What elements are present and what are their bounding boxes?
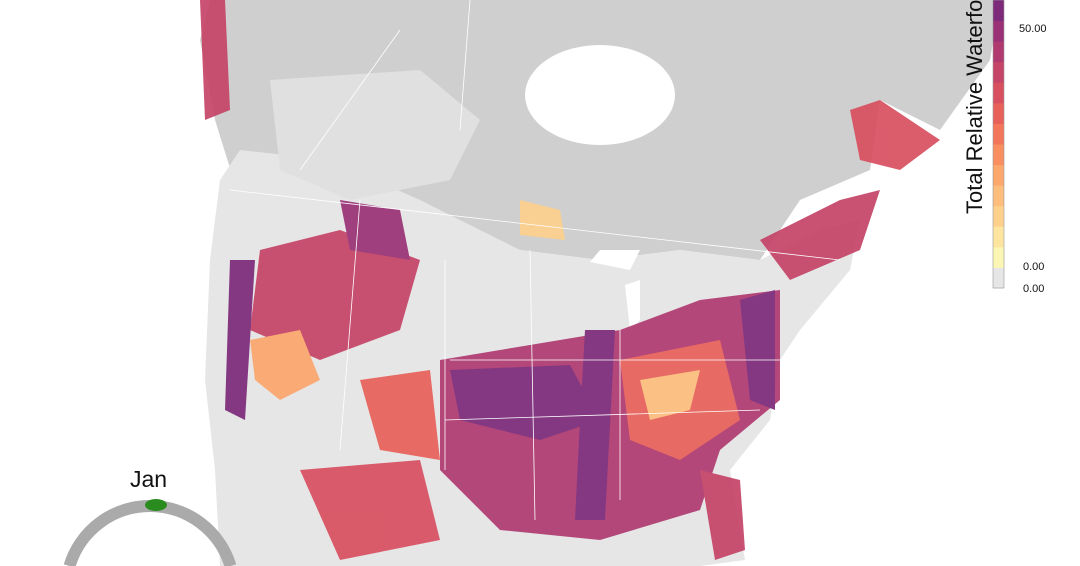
- colorbar-step: [993, 41, 1004, 63]
- state-borders: [229, 0, 841, 521]
- colorbar-step: [993, 205, 1004, 227]
- hudson-bay: [525, 45, 675, 145]
- legend-tick-zero: 0.00: [1023, 283, 1045, 295]
- colorbar-step: [993, 123, 1004, 145]
- colorbar-step: [993, 267, 1004, 289]
- colorbar-step: [993, 164, 1004, 186]
- legend-title: Total Relative Waterfo: [962, 0, 987, 214]
- colorbar-step: [993, 20, 1004, 42]
- season-dial: [63, 499, 237, 566]
- colorbar-step: [993, 226, 1004, 248]
- colorbar-step: [993, 246, 1004, 268]
- colorbar-step: [993, 82, 1004, 104]
- colorbar-step: [993, 185, 1004, 207]
- legend-colorbar: [992, 0, 1005, 289]
- legend-tick-max: 50.00: [1019, 23, 1047, 35]
- season-marker: [145, 499, 167, 511]
- season-dial-track: [63, 500, 237, 566]
- great-lakes: [590, 250, 640, 330]
- colorbar-step: [993, 0, 1004, 22]
- legend-tick-low: 0.00: [1023, 261, 1045, 273]
- colorbar-step: [993, 61, 1004, 83]
- season-month-label: Jan: [130, 466, 168, 492]
- colorbar-outline: [992, 0, 1005, 289]
- colorbar-step: [993, 144, 1004, 166]
- colorbar-step: [993, 102, 1004, 124]
